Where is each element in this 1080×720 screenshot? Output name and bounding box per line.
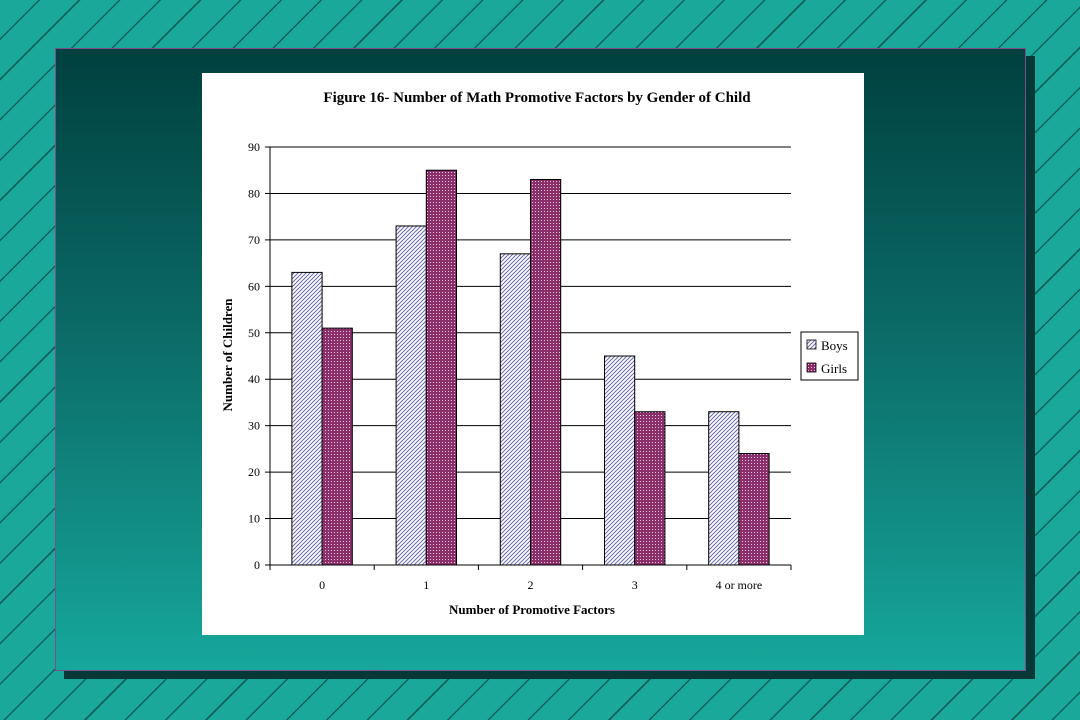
x-tick-label: 3: [632, 578, 638, 592]
bar-chart: Figure 16- Number of Math Promotive Fact…: [220, 90, 859, 617]
x-tick-labels: 0 1 2 3 4 or more: [319, 578, 762, 592]
axes: [265, 146, 792, 570]
y-axis-title: Number of Children: [220, 298, 235, 412]
bar-boys-1: [395, 225, 427, 566]
legend-label-boys: Boys: [821, 338, 848, 353]
x-tick-label: 4 or more: [716, 578, 763, 592]
x-tick-label: 0: [319, 578, 325, 592]
y-tick-label: 50: [248, 326, 260, 340]
legend: Boys Girls: [800, 331, 859, 381]
y-tick-label: 20: [248, 465, 260, 479]
bar-girls-2: [530, 179, 562, 566]
legend-label-girls: Girls: [821, 361, 847, 376]
y-tick-label: 60: [248, 279, 260, 293]
bar-boys-2: [499, 253, 532, 566]
x-axis-title: Number of Promotive Factors: [449, 602, 615, 617]
bar-girls-1: [425, 169, 458, 566]
y-tick-label: 90: [248, 140, 260, 154]
bar-boys-4: [708, 411, 740, 566]
bar-girls-4: [738, 453, 770, 566]
chart-title: Figure 16- Number of Math Promotive Fact…: [323, 90, 751, 106]
bar-girls-3: [634, 411, 666, 566]
bar-boys-3: [603, 355, 636, 566]
y-tick-label: 70: [248, 233, 260, 247]
y-tick-labels: 0 10 20 30 40 50 60 70 80 90: [248, 140, 260, 572]
y-tick-label: 40: [248, 372, 260, 386]
x-tick-label: 2: [528, 578, 534, 592]
legend-swatch-boys: [806, 339, 817, 350]
y-tick-label: 30: [248, 419, 260, 433]
x-tick-label: 1: [423, 578, 429, 592]
y-tick-label: 80: [248, 186, 260, 200]
legend-swatch-girls: [806, 362, 817, 373]
bars: [291, 169, 770, 566]
bar-boys-0: [291, 271, 323, 566]
bar-girls-0: [321, 327, 353, 566]
chart-area: Figure 16- Number of Math Promotive Fact…: [202, 73, 864, 635]
y-tick-label: 10: [248, 512, 260, 526]
y-tick-label: 0: [254, 558, 260, 572]
